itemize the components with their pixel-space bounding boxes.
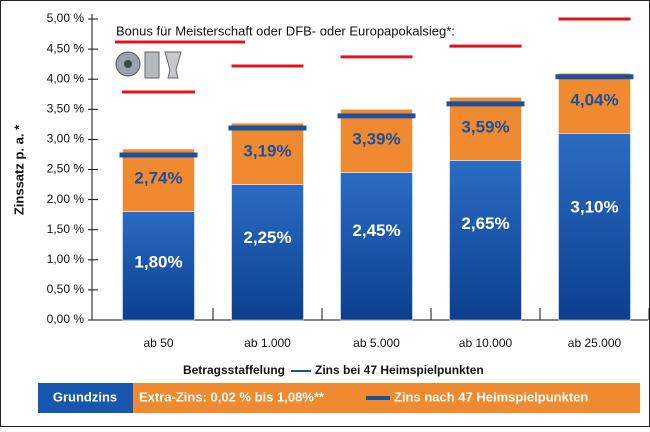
value-label: 3,39% <box>352 129 400 148</box>
y-tick-label: 3,00 % <box>47 132 85 146</box>
bar-segment <box>559 133 631 320</box>
y-tick-label: 1,50 % <box>47 222 85 236</box>
y-tick-label: 0,00 % <box>47 312 85 326</box>
value-label: 2,65% <box>461 214 509 233</box>
value-label: 1,80% <box>134 252 182 271</box>
y-tick-label: 0,50 % <box>47 282 85 296</box>
x-tick-label: ab 5.000 <box>353 336 400 350</box>
chart: Bonus für Meisterschaft oder DFB- oder E… <box>0 0 650 427</box>
bonus-title: Bonus für Meisterschaft oder DFB- oder E… <box>116 23 455 38</box>
trophy-icons <box>116 52 181 78</box>
value-label: 3,19% <box>243 141 291 160</box>
value-label: 3,10% <box>570 198 618 217</box>
bar-segment <box>450 160 522 320</box>
bar-segment <box>232 185 304 320</box>
legend-label: Zins nach 47 Heimspielpunkten <box>394 389 588 404</box>
x-tick-label: ab 50 <box>143 336 173 350</box>
legend: Grundzins Extra-Zins: 0,02 % bis 1,08%**… <box>38 383 640 413</box>
x-tick-label: ab 25.000 <box>568 336 622 350</box>
value-label: 3,59% <box>461 117 509 136</box>
x-axis-label: Betragsstaffelung <box>183 363 285 377</box>
value-label: 4,04% <box>570 90 618 109</box>
y-tick-label: 2,50 % <box>47 162 85 176</box>
y-axis-label: Zinssatz p. a. * <box>11 124 26 215</box>
y-tick-label: 2,00 % <box>47 192 85 206</box>
y-tick-label: 5,00 % <box>47 11 85 25</box>
y-tick-label: 3,50 % <box>47 101 85 115</box>
y-tick-label: 4,00 % <box>47 71 85 85</box>
y-tick-label: 1,00 % <box>47 252 85 266</box>
x-tick-label: ab 10.000 <box>459 336 513 350</box>
y-tick-label: 4,50 % <box>47 41 85 55</box>
x-tick-label: ab 1.000 <box>244 336 291 350</box>
value-label: 2,45% <box>352 221 400 240</box>
value-label: 2,25% <box>243 228 291 247</box>
legend-label: Extra-Zins: 0,02 % bis 1,08%** <box>139 389 325 404</box>
legend-label: Grundzins <box>53 389 117 404</box>
bar-segment <box>341 173 413 320</box>
x-note: Zins bei 47 Heimspielpunkten <box>315 363 484 377</box>
value-label: 2,74% <box>134 169 182 188</box>
